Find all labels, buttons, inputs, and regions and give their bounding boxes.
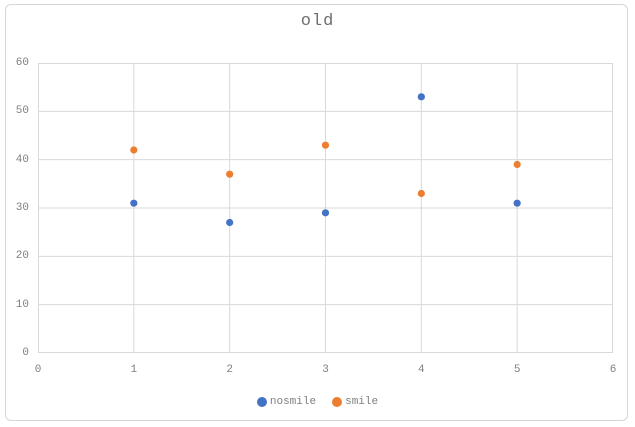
- legend-label-nosmile: nosmile: [269, 396, 317, 408]
- y-tick-label-10: 10: [15, 298, 29, 311]
- data-point-smile-x3[interactable]: [321, 141, 330, 149]
- chart-title: old: [300, 12, 335, 31]
- chart-frame: [5, 4, 628, 421]
- data-point-smile-x1[interactable]: [130, 146, 138, 154]
- x-tick-label-4: 4: [418, 364, 425, 376]
- y-tick-label-60: 60: [15, 57, 29, 69]
- data-point-smile-x5[interactable]: [513, 160, 521, 169]
- data-point-nosmile-x5[interactable]: [513, 199, 521, 207]
- y-tick-label-50: 50: [15, 105, 29, 118]
- x-tick-label-2: 2: [226, 364, 233, 376]
- legend-item-nosmile[interactable]: nosmile: [256, 396, 317, 408]
- legend-item-smile[interactable]: smile: [332, 396, 378, 408]
- y-tick-label-30: 30: [15, 202, 29, 214]
- data-point-nosmile-x4[interactable]: [417, 93, 425, 101]
- data-point-nosmile-x3[interactable]: [321, 209, 330, 217]
- y-tick-label-0: 0: [22, 347, 29, 359]
- data-point-smile-x2[interactable]: [226, 170, 234, 178]
- data-point-nosmile-x1[interactable]: [130, 199, 138, 207]
- legend-label-smile: smile: [345, 396, 379, 408]
- data-point-smile-x4[interactable]: [417, 189, 425, 198]
- y-tick-label-20: 20: [15, 250, 29, 263]
- data-point-nosmile-x2[interactable]: [226, 218, 234, 227]
- legend-marker-smile: [332, 397, 343, 407]
- x-tick-label-3: 3: [322, 364, 329, 376]
- y-tick-label-40: 40: [15, 153, 29, 166]
- x-tick-label-6: 6: [609, 364, 617, 376]
- x-tick-label-5: 5: [513, 364, 521, 376]
- plot-area: [38, 63, 613, 353]
- legend-marker-nosmile: [256, 397, 267, 407]
- legend: nosmile smile: [0, 396, 635, 408]
- x-tick-label-1: 1: [130, 364, 138, 376]
- x-tick-label-0: 0: [34, 364, 42, 376]
